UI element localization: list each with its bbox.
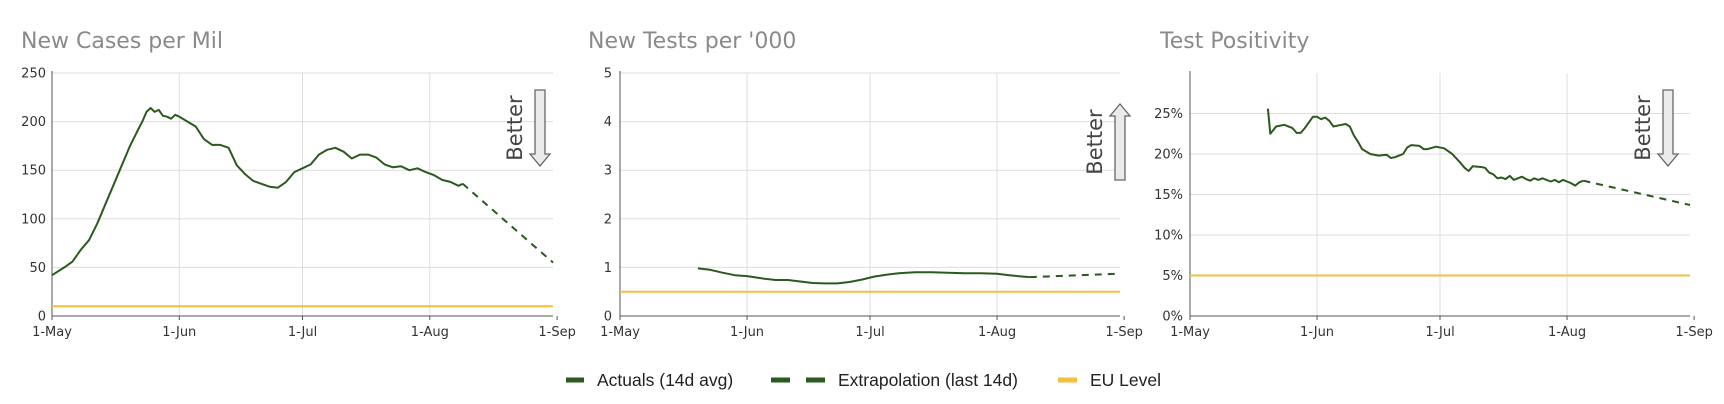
better-label: Better	[503, 95, 527, 161]
x-tick-label: 1-Sep	[1105, 325, 1142, 340]
y-tick-label: 200	[21, 115, 46, 130]
y-tick-label: 100	[21, 212, 46, 227]
chart-title: New Cases per Mil	[21, 29, 223, 54]
chart-1: New Cases per Mil 0 50 100 150 200 250 1-May 1-J…	[21, 29, 576, 340]
legend: Actuals (14d avg) Extrapolation (last 14d…	[566, 370, 1161, 390]
y-tick-label: 5%	[1162, 269, 1183, 284]
legend-item-label: EU Level	[1090, 370, 1161, 390]
series-extrapolation-line	[1583, 179, 1691, 206]
x-tick-label: 1-May	[1170, 325, 1210, 340]
arrow-down-icon	[528, 89, 552, 168]
x-tick-label: 1-Jun	[162, 325, 196, 340]
y-tick-label: 0	[38, 310, 46, 325]
x-tick-label: 1-Jul	[1425, 325, 1454, 340]
better-label: Better	[1631, 95, 1655, 161]
x-tick-label: 1-Jun	[1300, 325, 1334, 340]
y-tick-label: 4	[604, 115, 612, 130]
x-tick-label: 1-Aug	[411, 325, 449, 340]
series-actual-line	[697, 267, 1030, 285]
chart-title: New Tests per '000	[588, 29, 796, 54]
y-tick-label: 15%	[1154, 188, 1183, 203]
series-extrapolation-line	[462, 183, 554, 264]
x-tick-label: 1-Aug	[978, 325, 1016, 340]
legend-item-label: Actuals (14d avg)	[597, 370, 733, 390]
better-label: Better	[1083, 109, 1107, 175]
y-tick-label: 25%	[1154, 107, 1183, 122]
y-tick-label: 50	[29, 261, 46, 276]
chart-3: Test Positivity 0% 5% 10% 15% 20% 25% 1-May 1-Ju…	[1154, 29, 1713, 340]
chart-2: New Tests per '000 0 1 2 3 4 5 1-May 1-Jun 1-Jul 1…	[588, 29, 1143, 340]
y-tick-label: 20%	[1154, 148, 1183, 163]
arrow-up-icon	[1108, 102, 1132, 181]
x-tick-label: 1-May	[600, 325, 640, 340]
x-tick-label: 1-Jul	[855, 325, 884, 340]
y-tick-label: 2	[604, 212, 612, 227]
series-actual-line	[1266, 108, 1584, 187]
chart-title: Test Positivity	[1159, 29, 1309, 54]
x-tick-label: 1-Sep	[538, 325, 575, 340]
y-tick-label: 10%	[1154, 229, 1183, 244]
x-tick-label: 1-Aug	[1548, 325, 1586, 340]
x-tick-label: 1-Jul	[288, 325, 317, 340]
y-tick-label: 0%	[1162, 310, 1183, 325]
y-tick-label: 1	[604, 261, 612, 276]
arrow-down-icon	[1656, 89, 1680, 168]
legend-item-label: Extrapolation (last 14d)	[838, 370, 1018, 390]
y-tick-label: 3	[604, 164, 612, 179]
y-tick-label: 5	[604, 67, 612, 82]
y-tick-label: 250	[21, 67, 46, 82]
x-tick-label: 1-Sep	[1675, 325, 1712, 340]
series-extrapolation-line	[1029, 272, 1121, 279]
x-tick-label: 1-May	[32, 325, 72, 340]
y-tick-label: 150	[21, 164, 46, 179]
x-tick-label: 1-Jun	[730, 325, 764, 340]
series-actual-line	[51, 107, 464, 277]
y-tick-label: 0	[604, 310, 612, 325]
